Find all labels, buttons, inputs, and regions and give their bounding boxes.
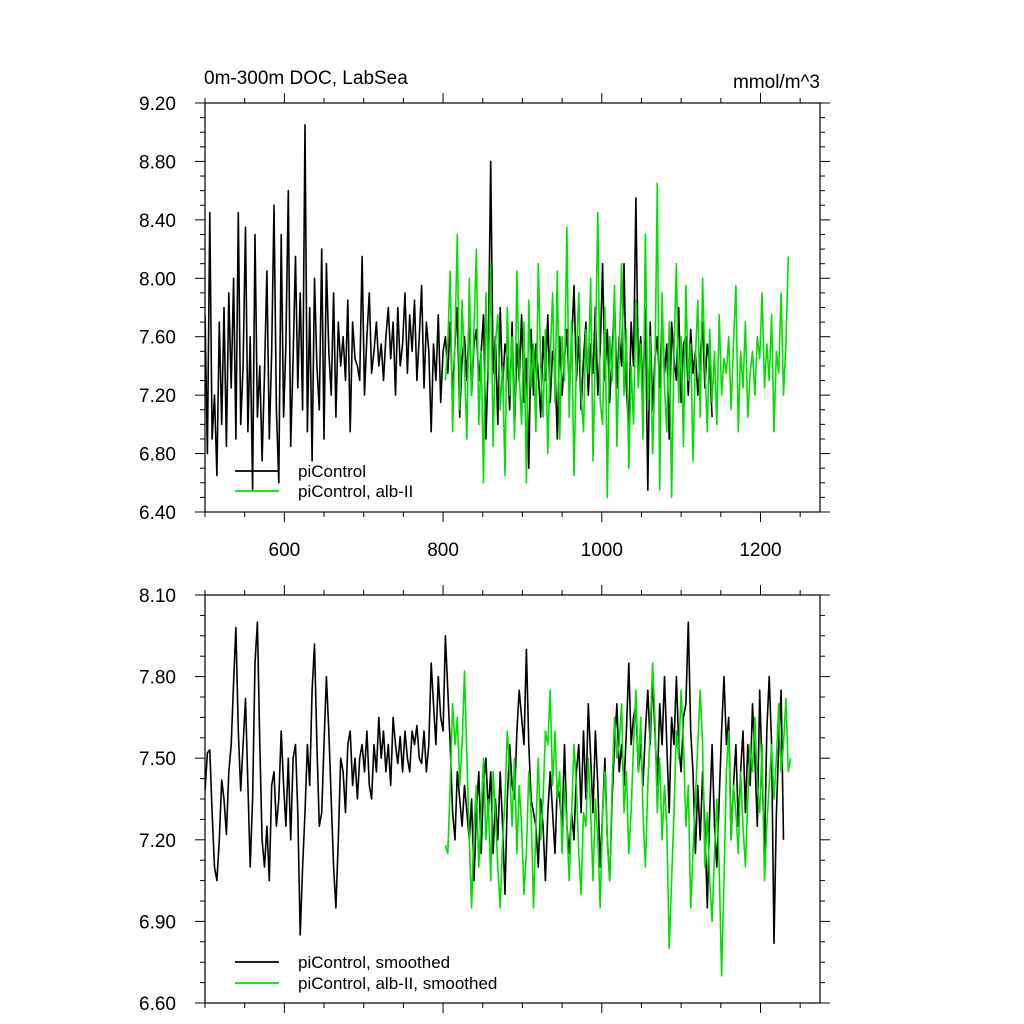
y-tick-label: 6.40 — [139, 503, 176, 524]
y-tick-label: 7.20 — [139, 386, 176, 407]
y-tick-label: 8.10 — [139, 586, 176, 607]
plot-title: 0m-300m DOC, LabSea — [204, 68, 408, 89]
x-tick-label: 1000 — [581, 540, 623, 561]
y-tick-label: 9.20 — [139, 94, 176, 115]
plot-frame — [204, 102, 821, 513]
series-line-picontrol — [205, 621, 785, 945]
y-tick-label: 7.20 — [139, 831, 176, 852]
x-tick-label: 600 — [269, 540, 301, 561]
legend-label: piControl, smoothed — [298, 953, 450, 972]
x-tick-label: 800 — [427, 540, 459, 561]
y-tick-label: 7.60 — [139, 328, 176, 349]
legend-label: piControl — [298, 462, 366, 481]
x-tick-label: 1200 — [739, 540, 781, 561]
y-tick-label: 7.80 — [139, 668, 176, 689]
units-label: mmol/m^3 — [733, 72, 820, 93]
legend-label: piControl, alb-II, smoothed — [298, 974, 497, 993]
bottom-panel: 6.60 6.90 7.20 7.50 7.80 8.10 piControl, smoot… — [139, 585, 830, 1015]
y-tick-label: 8.40 — [139, 211, 176, 232]
y-tick-label: 6.80 — [139, 445, 176, 466]
top-panel: 600 800 1000 1200 6.40 6.80 7.20 7.60 8.00 8.40 8.… — [139, 93, 830, 561]
y-tick-label: 8.80 — [139, 152, 176, 173]
y-tick-label: 6.60 — [139, 994, 176, 1015]
y-tick-label: 7.50 — [139, 749, 176, 770]
y-tick-label: 6.90 — [139, 912, 176, 933]
legend-label: piControl, alb-II — [298, 482, 413, 501]
y-tick-label: 8.00 — [139, 269, 176, 290]
series-line-picontrol-alb-ii — [444, 182, 790, 499]
series-line-picontrol-alb-ii — [444, 662, 792, 977]
